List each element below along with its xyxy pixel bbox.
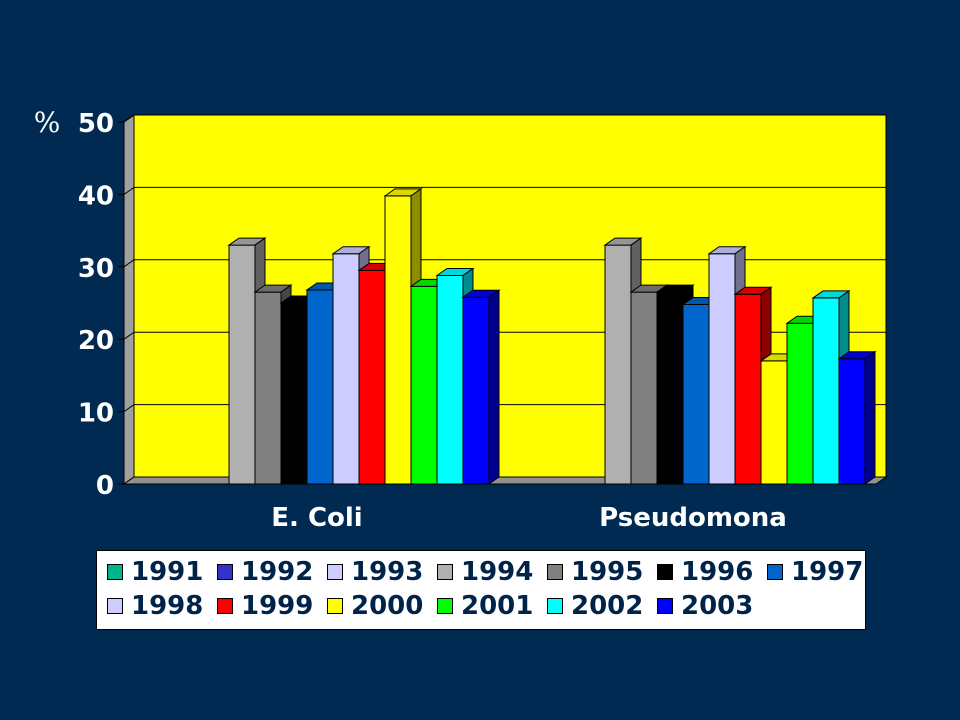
legend-swatch [437, 598, 453, 614]
legend-item: 2001 [437, 591, 533, 621]
bar-front [436, 274, 464, 485]
y-tick-label: 0 [96, 471, 114, 501]
legend-item: 1994 [437, 557, 533, 587]
legend-label: 1998 [131, 591, 204, 621]
legend-label: 1993 [351, 557, 424, 587]
legend-item: 1997 [767, 557, 863, 587]
legend-swatch [657, 598, 673, 614]
legend-label: 1995 [571, 557, 644, 587]
y-tick-label: 20 [78, 326, 114, 356]
legend-item: 1995 [547, 557, 643, 587]
legend-label: 1999 [241, 591, 314, 621]
legend-item: 1992 [217, 557, 313, 587]
gridline [123, 114, 886, 123]
bar [461, 289, 501, 485]
legend-label: 1994 [461, 557, 534, 587]
bar-front [604, 244, 632, 485]
bar-front [384, 195, 412, 485]
legend-item: 2000 [327, 591, 423, 621]
bar-front [306, 289, 334, 485]
bar-front [734, 293, 762, 485]
category-label: Pseudomona [599, 503, 787, 533]
legend-item: 1999 [217, 591, 313, 621]
legend: 1991 1992 1993 1994 1995 1996 1997 1998 1999 2000… [96, 550, 866, 630]
legend-label: 1996 [681, 557, 754, 587]
y-tick-label: 40 [78, 181, 114, 211]
legend-item: 2003 [657, 591, 753, 621]
bar-front [786, 322, 814, 485]
bar-front [812, 297, 840, 485]
legend-swatch [767, 564, 783, 580]
legend-label: 2002 [571, 591, 644, 621]
bar-side [864, 350, 876, 485]
legend-item: 1993 [327, 557, 423, 587]
legend-item: 1998 [107, 591, 203, 621]
legend-swatch [657, 564, 673, 580]
legend-item: 1996 [657, 557, 753, 587]
bar-front [630, 291, 658, 485]
legend-swatch [547, 564, 563, 580]
bar [837, 350, 877, 485]
legend-swatch [107, 564, 123, 580]
bar-front [838, 358, 866, 485]
bar-front [656, 291, 684, 485]
legend-label: 1991 [131, 557, 204, 587]
y-tick-label: 30 [78, 254, 114, 284]
category-label: E. Coli [271, 503, 362, 533]
bar-front [358, 269, 386, 485]
legend-item: 2002 [547, 591, 643, 621]
y-tick-label: 50 [78, 109, 114, 139]
bar-front [332, 253, 360, 485]
bar-front [708, 253, 736, 485]
legend-swatch [107, 598, 123, 614]
legend-label: 2001 [461, 591, 534, 621]
legend-swatch [217, 598, 233, 614]
gridline [123, 186, 886, 195]
legend-label: 2003 [681, 591, 754, 621]
legend-label: 1997 [791, 557, 864, 587]
bar-front [280, 302, 308, 485]
bar-front [254, 291, 282, 485]
bar-side [488, 289, 500, 485]
bar-front [760, 360, 788, 485]
bar-front [462, 296, 490, 485]
bars [227, 187, 877, 485]
plot-side-wall [123, 114, 135, 485]
y-axis-label: % [34, 106, 61, 139]
legend-swatch [547, 598, 563, 614]
legend-label: 2000 [351, 591, 424, 621]
legend-swatch [217, 564, 233, 580]
bar-front [228, 244, 256, 485]
legend-item: 1991 [107, 557, 203, 587]
y-tick-label: 10 [78, 399, 114, 429]
bar-front [682, 303, 710, 485]
axes: 0 10 20 30 40 50 E. Coli Pseudomona [78, 109, 787, 533]
legend-swatch [327, 598, 343, 614]
bar-front [410, 285, 438, 485]
legend-swatch [327, 564, 343, 580]
legend-label: 1992 [241, 557, 314, 587]
legend-swatch [437, 564, 453, 580]
